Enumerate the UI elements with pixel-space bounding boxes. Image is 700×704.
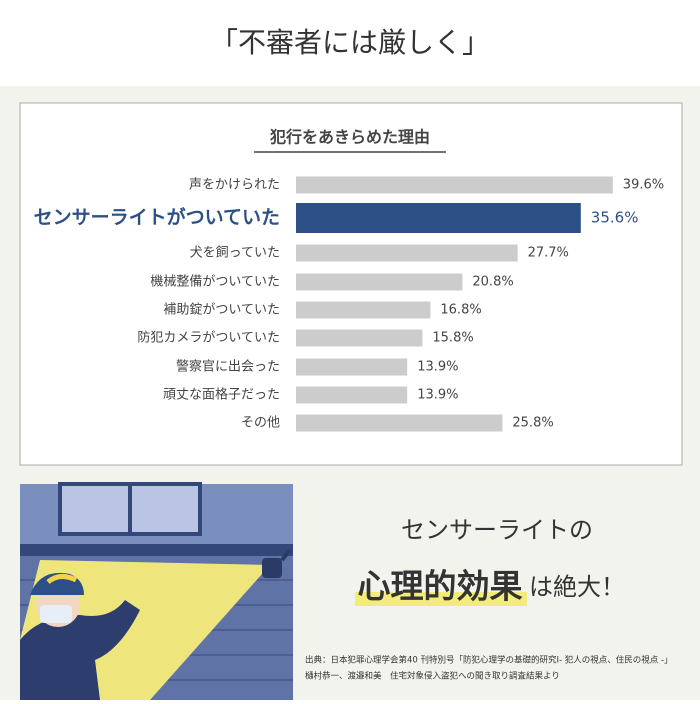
category-label: 防犯カメラがついていた [137, 330, 280, 346]
category-label: 頑丈な面格子だった [163, 387, 280, 403]
value-label: 16.8% [440, 303, 481, 318]
value-label: 20.8% [472, 275, 513, 290]
bar [296, 329, 423, 347]
bar [296, 176, 613, 194]
category-label: 機械整備がついていた [150, 274, 280, 290]
value-label: 13.9% [417, 360, 458, 375]
value-label: 13.9% [417, 388, 458, 403]
bar [296, 386, 408, 404]
page-title: 「不審者には厳しく」 [210, 26, 490, 59]
value-label: 27.7% [528, 246, 569, 261]
category-label: その他 [241, 416, 280, 431]
promo-emphasis: 心理的効果 [358, 567, 523, 606]
source-line: 出典：日本犯罪心理学会第40 刊特別号「防犯心理学の基礎的研究Ⅰ- 犯人の視点、… [305, 655, 673, 666]
category-label: 警察官に出会った [176, 359, 280, 375]
value-label: 15.8% [432, 331, 473, 346]
illustration [20, 482, 293, 700]
chart-title: 犯行をあきらめた理由 [269, 128, 430, 147]
category-label: センサーライトがついていた [34, 206, 280, 229]
highlight-marker [355, 592, 527, 606]
promo-rest: は絶大！ [529, 573, 625, 601]
bar [296, 273, 463, 291]
value-label: 25.8% [512, 416, 553, 431]
value-label: 39.6% [623, 178, 664, 193]
bar [296, 414, 503, 432]
source-line: 樋村恭一、渡邉和美 住宅対象侵入盗犯への聞き取り調査結果より [305, 671, 560, 682]
bars: 声をかけられた 39.6% センサーライトがついていた 35.6% 犬を飼っていた 27.… [34, 176, 664, 432]
promo-line: センサーライトの [401, 516, 593, 544]
bar [296, 203, 581, 233]
value-label: 35.6% [591, 209, 639, 227]
category-label: 声をかけられた [189, 178, 280, 193]
category-label: 補助錠がついていた [163, 303, 280, 318]
bar [296, 358, 408, 376]
bar [296, 301, 431, 319]
category-label: 犬を飼っていた [190, 246, 280, 261]
bar [296, 244, 518, 262]
